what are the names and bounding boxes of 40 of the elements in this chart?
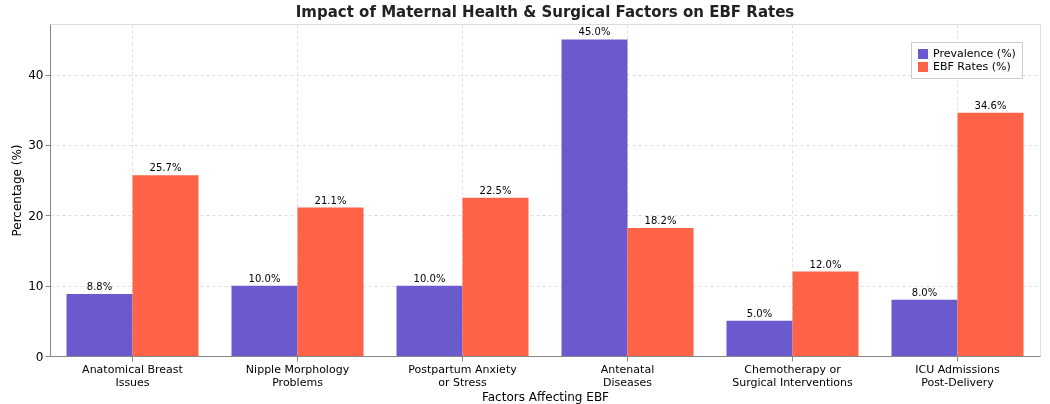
bar [792,271,859,356]
bar [726,320,793,356]
data-label: 8.0% [911,286,938,298]
y-axis-title: Percentage (%) [10,144,25,237]
bar [891,299,958,356]
chart-title: Impact of Maternal Health & Surgical Factors on EBF Rates [295,3,795,21]
data-label: 5.0% [746,307,773,319]
x-tick-label: Anatomical Breast Issues [82,362,184,389]
data-label: 25.7% [149,162,182,174]
bar [297,207,364,356]
data-label: 45.0% [578,26,611,38]
y-tick-label: 0 [35,349,44,364]
y-tick-label: 10 [28,279,44,294]
x-tick-label: ICU Admissions Post-Delivery [915,362,1001,389]
bar [462,197,529,356]
data-label: 10.0% [413,272,446,284]
data-label: 10.0% [248,272,281,284]
data-label: 22.5% [479,184,512,196]
legend-label: EBF Rates (%) [933,60,1011,73]
x-tick-label: Antenatal Diseases [600,362,655,389]
y-tick-label: 20 [28,208,44,223]
data-label: 21.1% [314,194,347,206]
y-tick-label: 30 [28,138,44,153]
data-label: 34.6% [974,99,1007,111]
x-axis-title: Factors Affecting EBF [481,389,610,404]
bar [396,285,463,356]
x-tick-label: Nipple Morphology Problems [245,362,350,389]
data-label: 18.2% [644,214,677,226]
bar [231,285,298,356]
data-label: 8.8% [86,281,113,293]
legend-label: Prevalence (%) [933,47,1016,60]
bar [66,294,133,356]
bar [957,112,1024,356]
x-tick-label: Postpartum Anxiety or Stress [408,362,518,389]
data-label: 12.0% [809,258,842,270]
bar [561,39,628,356]
x-tick-label: Chemotherapy or Surgical Interventions [732,362,854,389]
y-tick-label: 40 [28,68,44,83]
bar [132,175,199,356]
bar [627,227,694,356]
